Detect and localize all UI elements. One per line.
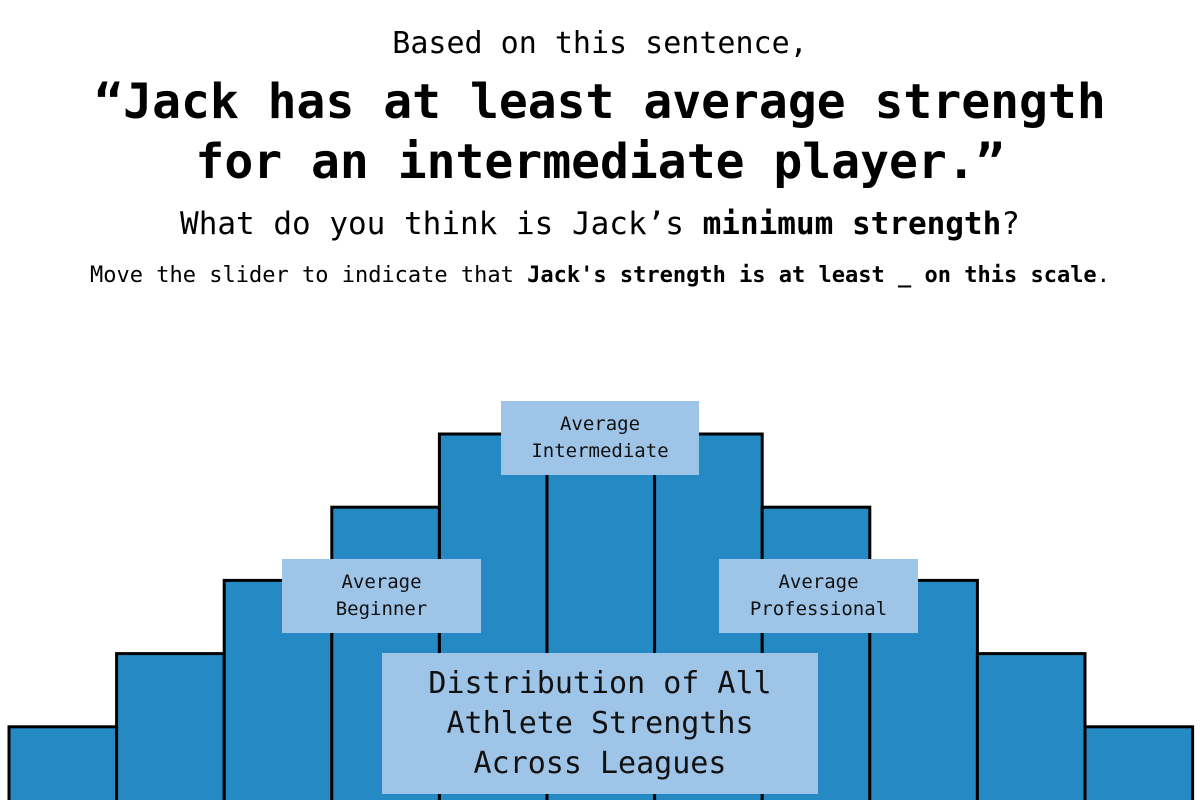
label-average-professional: Average Professional — [719, 559, 918, 633]
quote-line-2: for an intermediate player.” — [195, 134, 1005, 190]
intro-text: Based on this sentence, — [392, 26, 808, 61]
question-post: ? — [1001, 206, 1020, 242]
instruction-emphasis: Jack's strength is at least _ on this sc… — [527, 263, 1097, 288]
question-pre: What do you think is Jack’s — [180, 206, 703, 242]
histogram-bar — [1083, 725, 1195, 800]
quote-line-1: “Jack has at least average strength — [94, 74, 1106, 130]
histogram-bar — [7, 725, 119, 800]
histogram-bar — [115, 652, 226, 800]
question-emphasis: minimum strength — [702, 206, 1002, 242]
label-average-intermediate: Average Intermediate — [501, 401, 699, 475]
question-text: What do you think is Jack’s minimum stre… — [0, 204, 1200, 244]
instruction-text: Move the slider to indicate that Jack's … — [0, 261, 1200, 291]
label-average-beginner: Average Beginner — [282, 559, 481, 633]
histogram-bar — [975, 652, 1087, 800]
instruction-pre: Move the slider to indicate that — [90, 263, 528, 288]
label-distribution-caption: Distribution of All Athlete Strengths Ac… — [382, 653, 818, 794]
instruction-post: . — [1096, 263, 1110, 288]
quote-sentence: “Jack has at least average strength for … — [0, 72, 1200, 192]
